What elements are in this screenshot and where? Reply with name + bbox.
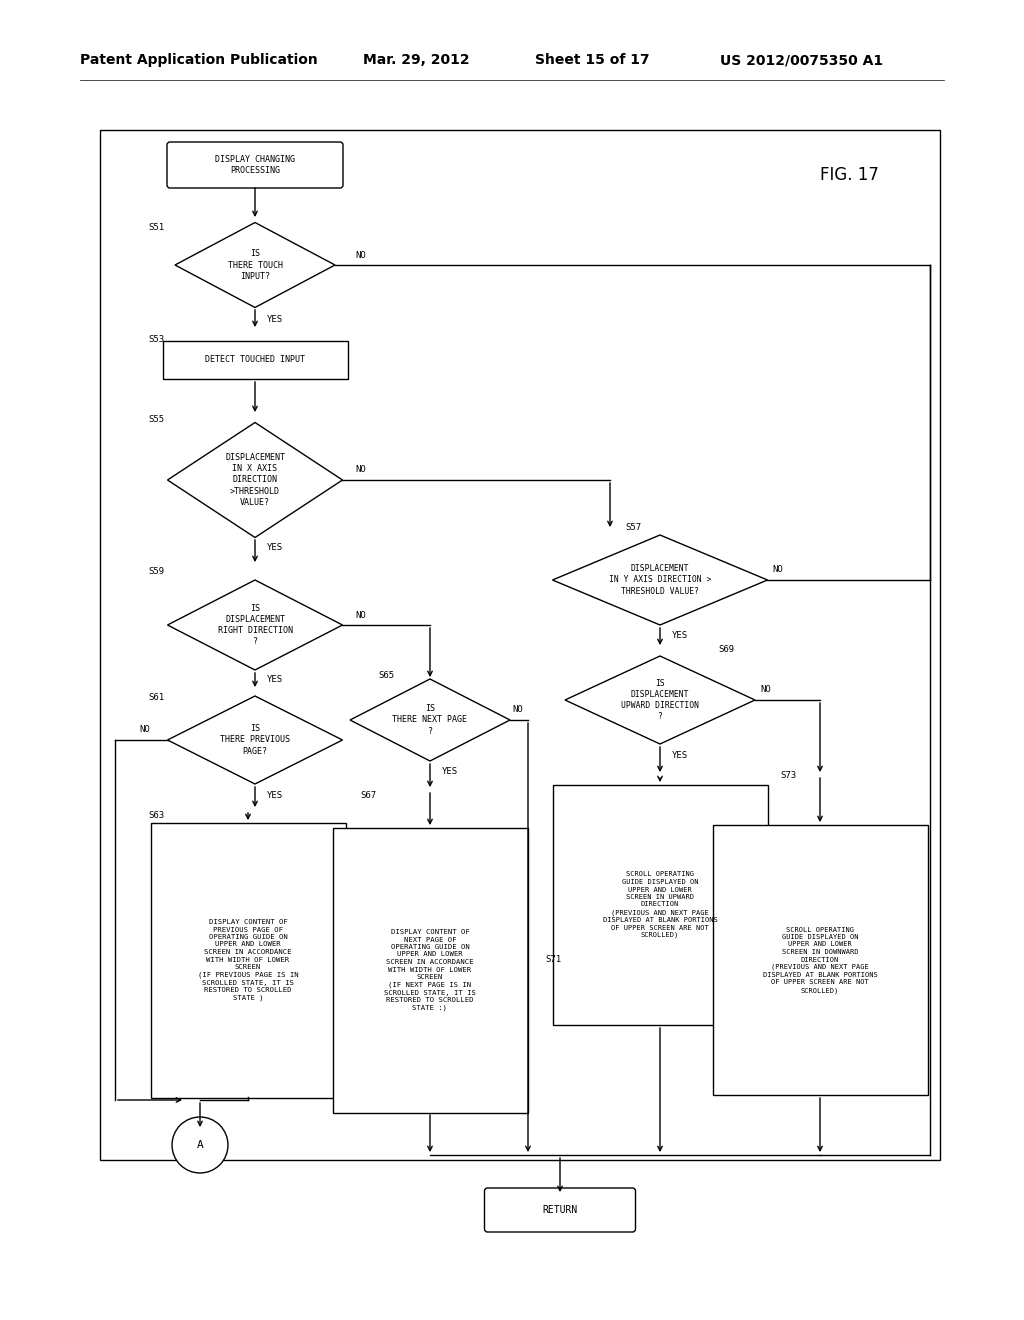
Text: Sheet 15 of 17: Sheet 15 of 17 — [535, 53, 649, 67]
Polygon shape — [553, 535, 768, 624]
Text: DETECT TOUCHED INPUT: DETECT TOUCHED INPUT — [205, 355, 305, 364]
Polygon shape — [168, 696, 342, 784]
FancyBboxPatch shape — [484, 1188, 636, 1232]
Circle shape — [172, 1117, 228, 1173]
Text: S71: S71 — [545, 956, 561, 965]
Text: YES: YES — [267, 676, 283, 685]
Text: YES: YES — [672, 751, 688, 759]
Bar — [151, 822, 345, 1097]
Text: DISPLAY CONTENT OF
PREVIOUS PAGE OF
OPERATING GUIDE ON
UPPER AND LOWER
SCREEN IN: DISPLAY CONTENT OF PREVIOUS PAGE OF OPER… — [198, 919, 298, 1001]
Text: Mar. 29, 2012: Mar. 29, 2012 — [362, 53, 470, 67]
Polygon shape — [175, 223, 335, 308]
Text: DISPLAY CHANGING
PROCESSING: DISPLAY CHANGING PROCESSING — [215, 154, 295, 176]
Text: NO: NO — [355, 466, 366, 474]
Text: DISPLAY CONTENT OF
NEXT PAGE OF
OPERATING GUIDE ON
UPPER AND LOWER
SCREEN IN ACC: DISPLAY CONTENT OF NEXT PAGE OF OPERATIN… — [384, 929, 476, 1011]
Text: US 2012/0075350 A1: US 2012/0075350 A1 — [720, 53, 883, 67]
Text: YES: YES — [442, 767, 458, 776]
Bar — [553, 785, 768, 1026]
Bar — [333, 828, 527, 1113]
Text: IS
THERE PREVIOUS
PAGE?: IS THERE PREVIOUS PAGE? — [220, 725, 290, 755]
Text: YES: YES — [267, 315, 283, 325]
Text: NO: NO — [512, 705, 522, 714]
Bar — [100, 129, 940, 1160]
Text: S65: S65 — [378, 671, 394, 680]
Text: NO: NO — [760, 685, 771, 694]
Text: NO: NO — [139, 726, 150, 734]
Text: NO: NO — [355, 610, 366, 619]
Text: YES: YES — [267, 791, 283, 800]
Text: RETURN: RETURN — [543, 1205, 578, 1214]
Text: IS
DISPLACEMENT
RIGHT DIRECTION
?: IS DISPLACEMENT RIGHT DIRECTION ? — [217, 603, 293, 647]
Text: S63: S63 — [148, 810, 164, 820]
Text: YES: YES — [672, 631, 688, 639]
Bar — [713, 825, 928, 1096]
Text: S55: S55 — [148, 416, 164, 425]
Text: S57: S57 — [625, 524, 641, 532]
Text: IS
THERE TOUCH
INPUT?: IS THERE TOUCH INPUT? — [227, 249, 283, 281]
Text: S69: S69 — [718, 645, 734, 655]
Text: NO: NO — [772, 565, 782, 574]
Text: S59: S59 — [148, 568, 164, 577]
Text: SCROLL OPERATING
GUIDE DISPLAYED ON
UPPER AND LOWER
SCREEN IN DOWNWARD
DIRECTION: SCROLL OPERATING GUIDE DISPLAYED ON UPPE… — [763, 927, 878, 994]
Text: NO: NO — [355, 251, 366, 260]
Text: S53: S53 — [148, 335, 164, 345]
FancyBboxPatch shape — [167, 143, 343, 187]
Text: S51: S51 — [148, 223, 164, 232]
Text: S61: S61 — [148, 693, 164, 702]
Text: S67: S67 — [360, 791, 376, 800]
Text: A: A — [197, 1140, 204, 1150]
Text: SCROLL OPERATING
GUIDE DISPLAYED ON
UPPER AND LOWER
SCREEN IN UPWARD
DIRECTION
(: SCROLL OPERATING GUIDE DISPLAYED ON UPPE… — [603, 871, 718, 939]
Text: DISPLACEMENT
IN X AXIS
DIRECTION
>THRESHOLD
VALUE?: DISPLACEMENT IN X AXIS DIRECTION >THRESH… — [225, 453, 285, 507]
Text: DISPLACEMENT
IN Y AXIS DIRECTION >
THRESHOLD VALUE?: DISPLACEMENT IN Y AXIS DIRECTION > THRES… — [609, 565, 712, 595]
Polygon shape — [565, 656, 755, 744]
Text: YES: YES — [267, 544, 283, 553]
Polygon shape — [168, 579, 342, 671]
Bar — [163, 341, 347, 379]
Text: IS
DISPLACEMENT
UPWARD DIRECTION
?: IS DISPLACEMENT UPWARD DIRECTION ? — [621, 678, 699, 721]
Text: Patent Application Publication: Patent Application Publication — [80, 53, 317, 67]
Text: IS
THERE NEXT PAGE
?: IS THERE NEXT PAGE ? — [392, 705, 468, 735]
Text: FIG. 17: FIG. 17 — [820, 166, 879, 183]
Text: S73: S73 — [780, 771, 796, 780]
Polygon shape — [168, 422, 342, 537]
Polygon shape — [350, 678, 510, 762]
